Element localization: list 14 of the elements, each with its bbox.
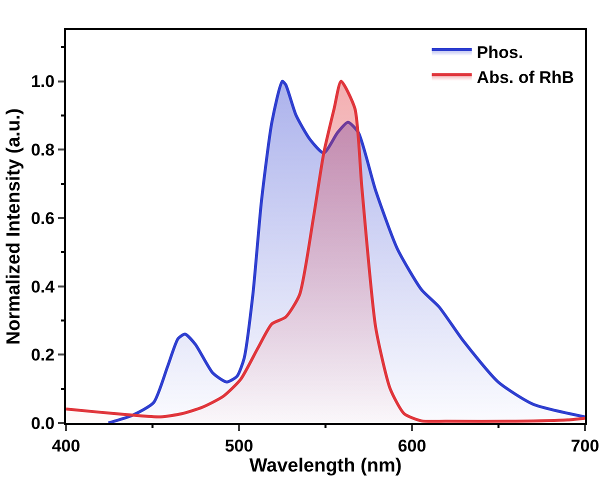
y-tick-label: 0.6 <box>30 208 55 228</box>
x-tick-label: 400 <box>52 436 80 456</box>
y-tick-label: 0.2 <box>30 346 55 365</box>
y-axis-title: Normalized Intensity (a.u.) <box>3 108 24 345</box>
y-tick-label: 1.0 <box>30 72 55 92</box>
y-tick-label: 0.0 <box>30 414 55 433</box>
x-axis-title: Wavelength (nm) <box>249 456 402 477</box>
x-tick-label: 700 <box>570 436 600 456</box>
legend-label: Abs. of RhB <box>476 68 574 88</box>
y-tick-label: 0.8 <box>30 140 55 160</box>
x-tick-label: 600 <box>398 436 426 456</box>
y-tick-label: 0.4 <box>30 277 56 296</box>
legend-label: Phos. <box>476 43 524 62</box>
x-tick-label: 500 <box>224 436 254 456</box>
